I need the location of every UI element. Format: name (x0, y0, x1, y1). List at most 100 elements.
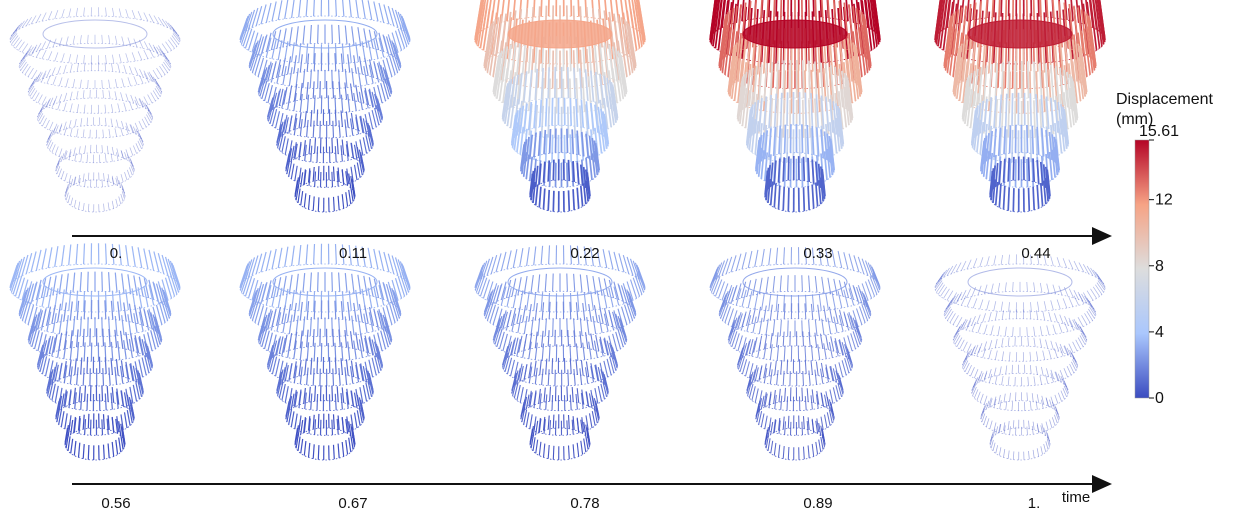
displacement-arrow (828, 342, 833, 358)
displacement-arrow (368, 312, 374, 332)
displacement-arrow (48, 381, 54, 399)
displacement-arrow (513, 74, 519, 107)
displacement-arrow (161, 287, 169, 308)
time-label-0: 0. (110, 245, 123, 262)
displacement-arrow (397, 28, 406, 49)
displacement-arrow (770, 421, 774, 435)
displacement-arrow (161, 279, 169, 301)
displacement-arrow (51, 144, 56, 153)
displacement-arrow (576, 442, 580, 457)
displacement-arrow (305, 291, 309, 312)
displacement-arrow (542, 416, 546, 431)
displacement-arrow (1033, 326, 1036, 337)
displacement-arrow (377, 62, 383, 82)
displacement-arrow (121, 78, 125, 87)
displacement-arrow (492, 285, 500, 304)
displacement-arrow (143, 41, 149, 51)
displacement-arrow (976, 119, 982, 153)
displacement-arrow (68, 290, 72, 311)
displacement-arrow (48, 369, 54, 387)
displacement-arrow (86, 271, 89, 292)
displacement-arrow (541, 368, 544, 385)
displacement-arrow (603, 360, 609, 378)
displacement-arrow (737, 335, 743, 352)
displacement-arrow (593, 408, 598, 424)
displacement-arrow (24, 285, 32, 306)
displacement-arrow (63, 121, 67, 130)
displacement-arrow (373, 308, 379, 328)
displacement-arrow (138, 133, 144, 142)
displacement-arrow (134, 96, 139, 106)
displacement-arrow (832, 368, 838, 383)
displacement-arrow (167, 275, 176, 297)
displacement-arrow (1075, 339, 1081, 350)
displacement-arrow (80, 118, 83, 127)
displacement-arrow (345, 171, 349, 186)
displacement-arrow (12, 260, 21, 282)
displacement-arrow (850, 0, 855, 23)
displacement-arrow (525, 394, 530, 410)
displacement-arrow (1072, 356, 1078, 367)
displacement-arrow (1031, 425, 1034, 435)
displacement-arrow (777, 158, 781, 183)
displacement-arrow (509, 96, 516, 129)
displacement-arrow (1039, 338, 1042, 348)
displacement-arrow (130, 124, 135, 133)
displacement-arrow (731, 331, 738, 347)
displacement-arrow (765, 167, 770, 192)
displacement-arrow (721, 304, 729, 321)
displacement-arrow (124, 152, 128, 161)
heart-ring (737, 345, 853, 387)
displacement-arrow (571, 419, 574, 435)
displacement-arrow (286, 150, 291, 167)
displacement-arrow (727, 308, 734, 325)
displacement-arrow (111, 146, 115, 155)
displacement-arrow (1004, 326, 1007, 337)
displacement-arrow (943, 288, 950, 299)
displacement-arrow (1086, 311, 1093, 321)
displacement-arrow (271, 92, 278, 111)
displacement-arrow (83, 7, 85, 17)
displacement-arrow (265, 308, 272, 329)
displacement-arrow (382, 282, 389, 302)
displacement-arrow (65, 183, 69, 192)
displacement-arrow (1073, 295, 1080, 306)
displacement-arrow (842, 36, 849, 80)
displacement-arrow (73, 176, 77, 185)
displacement-arrow (820, 425, 824, 439)
displacement-arrow (837, 105, 843, 140)
heart-frame (474, 0, 646, 213)
displacement-arrow (1026, 281, 1028, 292)
displacement-arrow (148, 42, 154, 52)
displacement-arrow (962, 61, 969, 104)
displacement-arrow (967, 364, 972, 375)
displacement-arrow (773, 127, 778, 161)
displacement-arrow (526, 247, 530, 266)
displacement-arrow (63, 361, 67, 378)
displacement-arrow (378, 284, 385, 306)
displacement-arrow (385, 319, 392, 338)
displacement-arrow (163, 52, 170, 62)
displacement-arrow (281, 383, 286, 401)
displacement-arrow (67, 436, 71, 451)
displacement-arrow (966, 37, 973, 80)
displacement-arrow (121, 191, 125, 200)
displacement-arrow (148, 71, 154, 81)
displacement-arrow (337, 415, 340, 430)
displacement-arrow (976, 103, 982, 136)
displacement-arrow (518, 335, 523, 353)
displacement-arrow (532, 437, 536, 451)
displacement-arrow (512, 0, 516, 21)
displacement-arrow (242, 26, 251, 47)
displacement-arrow (69, 63, 73, 73)
displacement-arrow (259, 316, 266, 336)
displacement-arrow (950, 264, 958, 275)
displacement-arrow (960, 260, 967, 271)
displacement-arrow (944, 306, 951, 317)
displacement-arrow (378, 32, 385, 52)
displacement-arrow (310, 357, 313, 375)
displacement-arrow (985, 150, 990, 179)
displacement-arrow (141, 100, 147, 110)
colorbar-gradient (1134, 139, 1150, 399)
displacement-arrow (58, 77, 63, 87)
